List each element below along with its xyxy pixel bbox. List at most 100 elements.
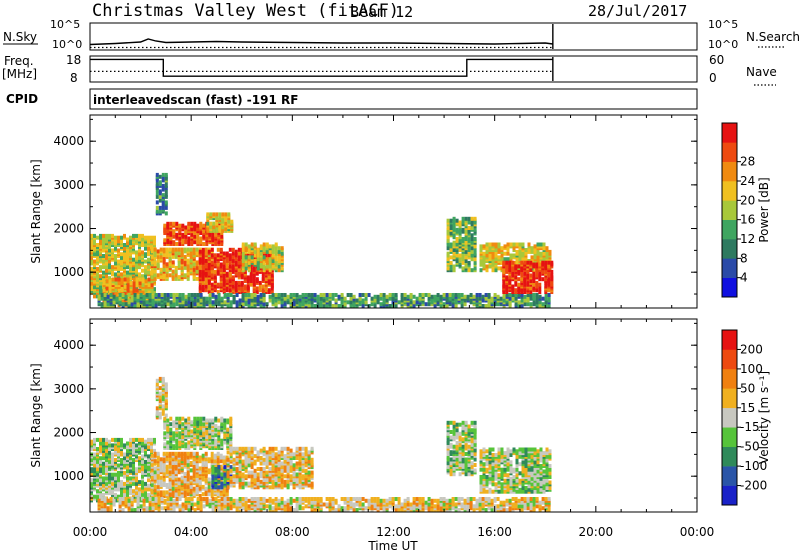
heatmap-cell bbox=[286, 479, 290, 484]
heatmap-cell bbox=[343, 296, 347, 301]
heatmap-cell bbox=[430, 294, 434, 299]
heatmap-cell bbox=[479, 244, 483, 249]
heatmap-cell bbox=[231, 258, 235, 263]
heatmap-cell bbox=[120, 272, 123, 277]
heatmap-cell bbox=[163, 296, 167, 301]
heatmap-cell bbox=[418, 293, 422, 297]
heatmap-cell bbox=[141, 459, 144, 464]
heatmap-cell bbox=[346, 293, 350, 297]
heatmap-cell bbox=[223, 425, 227, 430]
heatmap-cell bbox=[244, 255, 248, 260]
heatmap-cell bbox=[138, 248, 141, 253]
heatmap-cell bbox=[207, 286, 211, 291]
heatmap-cell bbox=[470, 246, 474, 251]
heatmap-cell bbox=[262, 242, 266, 247]
heatmap-cell bbox=[108, 243, 111, 247]
heatmap-cell bbox=[192, 473, 196, 478]
heatmap-cell bbox=[148, 293, 152, 297]
heatmap-cell bbox=[449, 218, 453, 223]
heatmap-cell bbox=[100, 302, 104, 307]
heatmap-cell bbox=[481, 294, 485, 299]
heatmap-cell bbox=[205, 418, 209, 423]
heatmap-cell bbox=[301, 298, 305, 303]
heatmap-cell bbox=[105, 265, 108, 270]
heatmap-cell bbox=[490, 296, 494, 301]
heatmap-cell bbox=[547, 293, 551, 297]
heatmap-cell bbox=[207, 247, 211, 252]
y-tick-label: 4000 bbox=[53, 134, 84, 148]
heatmap-cell bbox=[156, 462, 160, 467]
heatmap-cell bbox=[157, 302, 161, 307]
heatmap-cell bbox=[220, 422, 224, 427]
heatmap-cell bbox=[325, 304, 329, 308]
heatmap-cell bbox=[186, 484, 190, 489]
heatmap-cell bbox=[460, 300, 464, 305]
heatmap-cell bbox=[198, 269, 202, 274]
heatmap-cell bbox=[292, 300, 296, 305]
heatmap-cell bbox=[258, 288, 262, 293]
heatmap-cell bbox=[171, 486, 175, 491]
heatmap-cell bbox=[235, 467, 239, 471]
heatmap-cell bbox=[218, 216, 222, 221]
heatmap-cell bbox=[265, 465, 269, 470]
heatmap-cell bbox=[165, 262, 169, 267]
heatmap-cell bbox=[512, 253, 516, 258]
heatmap-cell bbox=[206, 221, 210, 226]
heatmap-cell bbox=[524, 248, 528, 252]
heatmap-cell bbox=[207, 249, 211, 254]
heatmap-cell bbox=[247, 470, 251, 475]
heatmap-cell bbox=[181, 232, 185, 237]
heatmap-cell bbox=[316, 298, 320, 303]
heatmap-cell bbox=[207, 257, 211, 261]
heatmap-cell bbox=[283, 479, 287, 484]
heatmap-cell bbox=[198, 459, 202, 464]
heatmap-cell bbox=[206, 212, 210, 217]
heatmap-cell bbox=[162, 256, 166, 261]
heatmap-cell bbox=[186, 462, 190, 467]
heatmap-cell bbox=[246, 284, 250, 289]
heatmap-cell bbox=[301, 293, 305, 297]
heatmap-cell bbox=[133, 293, 137, 297]
heatmap-cell bbox=[199, 236, 203, 241]
heatmap-cell bbox=[156, 249, 160, 254]
heatmap-cell bbox=[153, 273, 157, 278]
heatmap-cell bbox=[96, 235, 99, 240]
heatmap-cell bbox=[147, 467, 150, 472]
heatmap-cell bbox=[361, 304, 365, 308]
heatmap-cell bbox=[205, 300, 209, 305]
heatmap-cell bbox=[325, 296, 329, 301]
heatmap-cell bbox=[102, 437, 105, 442]
heatmap-cell bbox=[442, 293, 446, 297]
cpid-frame bbox=[89, 88, 698, 110]
heatmap-cell bbox=[463, 302, 467, 307]
heatmap-cell bbox=[535, 262, 539, 267]
heatmap-cell bbox=[195, 473, 199, 478]
heatmap-cell bbox=[217, 436, 221, 441]
heatmap-cell bbox=[283, 483, 287, 488]
heatmap-cell bbox=[497, 242, 501, 247]
heatmap-cell bbox=[198, 273, 202, 278]
heatmap-cell bbox=[183, 490, 187, 495]
heatmap-cell bbox=[102, 461, 105, 466]
heatmap-cell bbox=[165, 273, 169, 278]
heatmap-cell bbox=[96, 250, 99, 255]
heatmap-cell bbox=[196, 438, 200, 443]
heatmap-cell bbox=[280, 246, 284, 251]
heatmap-cell bbox=[208, 418, 212, 423]
heatmap-cell bbox=[141, 237, 144, 242]
heatmap-cell bbox=[96, 447, 99, 451]
heatmap-cell bbox=[488, 242, 492, 247]
heatmap-cell bbox=[166, 302, 170, 307]
heatmap-cell bbox=[250, 474, 254, 479]
heatmap-cell bbox=[235, 446, 239, 451]
heatmap-cell bbox=[158, 391, 162, 396]
heatmap-cell bbox=[518, 246, 522, 251]
heatmap-cell bbox=[295, 298, 299, 303]
heatmap-cell bbox=[121, 302, 125, 307]
colorbar-swatch bbox=[722, 181, 737, 201]
heatmap-cell bbox=[517, 277, 521, 282]
heatmap-cell bbox=[316, 302, 320, 307]
heatmap-cell bbox=[225, 455, 229, 460]
heatmap-cell bbox=[458, 238, 462, 243]
heatmap-cell bbox=[223, 479, 227, 484]
